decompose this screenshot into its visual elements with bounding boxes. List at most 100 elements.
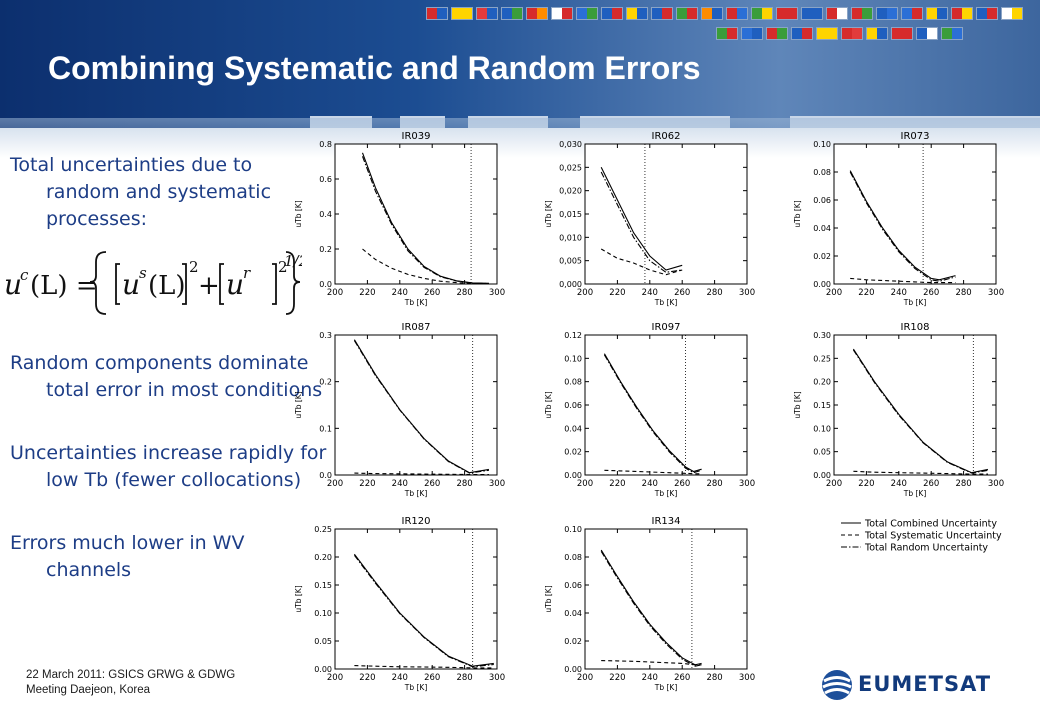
formula-square: 2: [189, 258, 199, 276]
plot-frame: [584, 528, 748, 670]
x-tick-label: 220: [609, 673, 625, 683]
x-tick-label: 220: [858, 288, 874, 298]
y-tick-label: 0,030: [559, 140, 582, 149]
y-tick-label: 0.06: [564, 401, 582, 410]
y-tick-label: 0.25: [813, 354, 831, 363]
series-line-solid: [849, 170, 956, 281]
charts-grid: IR039 200 220 240 260 280 300 0.0 0.2 0.4 0.6 0.8 Tb…: [294, 131, 1004, 692]
x-tick-label: 220: [609, 288, 625, 298]
chart-ir073: IR073 200 220 240 260 280 300 0.00 0.02 0.04 0.06 0…: [793, 131, 1004, 307]
chart-title: IR087: [402, 322, 431, 333]
x-tick-label: 240: [891, 288, 907, 298]
formula-exponent: 1/2: [284, 252, 302, 270]
formula-bracket: [115, 263, 120, 305]
formula-term1-sup: s: [139, 264, 147, 282]
x-axis-label: Tb [K]: [654, 683, 678, 692]
flag-icon: [876, 7, 898, 20]
series-line-dashdot: [600, 551, 702, 667]
plot-frame: [334, 528, 498, 670]
series-line-dashed: [850, 277, 956, 284]
x-tick-label: 260: [424, 288, 440, 298]
series-line-dashdot: [849, 171, 956, 282]
y-tick-label: 0.1: [319, 424, 332, 433]
x-tick-label: 280: [456, 673, 472, 683]
flags-strip: [426, 7, 1036, 43]
flag-icon: [741, 27, 763, 40]
series-line-dashed: [601, 660, 702, 666]
header-banner: Combining Systematic and Random Errors: [0, 0, 1040, 128]
x-tick-label: 260: [923, 479, 939, 489]
formula-plus: +: [198, 271, 220, 301]
x-axis-label: Tb [K]: [404, 489, 428, 498]
flag-icon: [726, 7, 748, 20]
flag-icon: [651, 7, 673, 20]
chart-ir062: IR062 200 220 240 260 280 300 0,000 0,005 0,010 0,…: [544, 131, 755, 307]
flag-icon: [526, 7, 548, 20]
x-axis-label: Tb [K]: [654, 489, 678, 498]
y-tick-label: 0.04: [564, 424, 582, 433]
y-tick-label: 0.00: [813, 280, 831, 289]
x-tick-label: 220: [359, 479, 375, 489]
flag-icon: [826, 7, 848, 20]
flag-icon: [476, 7, 498, 20]
flag-icon: [751, 7, 773, 20]
formula-term1: u: [122, 268, 140, 301]
y-tick-label: 0.10: [564, 354, 582, 363]
x-tick-label: 280: [955, 479, 971, 489]
legend-label: Total Combined Uncertainty: [864, 519, 997, 530]
y-tick-label: 0.15: [314, 581, 332, 590]
x-tick-label: 200: [577, 673, 593, 683]
plot-frame: [584, 143, 748, 285]
x-tick-label: 280: [456, 479, 472, 489]
x-axis-label: Tb [K]: [654, 298, 678, 307]
flag-icon: [626, 7, 648, 20]
x-tick-label: 200: [327, 288, 343, 298]
bullet-uncertainties-increase: Uncertainties increase rapidly for low T…: [10, 442, 327, 491]
y-tick-label: 0.8: [319, 140, 332, 149]
y-tick-label: 0.2: [319, 245, 332, 254]
y-tick-label: 0.0: [319, 280, 332, 289]
flag-icon: [766, 27, 788, 40]
y-tick-label: 0,020: [559, 187, 582, 196]
x-tick-label: 260: [424, 479, 440, 489]
x-tick-label: 220: [609, 479, 625, 489]
formula-bracket: [182, 263, 187, 305]
series-line-dashed: [362, 248, 489, 285]
y-tick-label: 0.20: [813, 378, 831, 387]
y-tick-label: 0.06: [813, 196, 831, 205]
y-tick-label: 0.10: [564, 525, 582, 534]
chart-title: IR120: [402, 516, 431, 527]
series-line-solid: [600, 167, 683, 271]
footer-meeting: Meeting Daejeon, Korea: [26, 684, 151, 696]
y-tick-label: 0.05: [314, 637, 332, 646]
flag-icon: [841, 27, 863, 40]
flag-icon: [501, 7, 523, 20]
x-tick-label: 240: [642, 479, 658, 489]
x-tick-label: 300: [739, 288, 755, 298]
y-tick-label: 0.4: [319, 210, 332, 219]
y-tick-label: 0,025: [559, 163, 582, 172]
x-axis-label: Tb [K]: [404, 683, 428, 692]
x-tick-label: 200: [577, 288, 593, 298]
x-tick-label: 280: [456, 288, 472, 298]
series-line-dashed: [600, 248, 683, 276]
x-tick-label: 280: [706, 479, 722, 489]
formula-term2-sup: r: [243, 264, 251, 282]
y-tick-label: 0.3: [319, 331, 332, 340]
series-line-solid: [603, 353, 702, 473]
y-tick-label: 0,010: [559, 233, 582, 242]
x-tick-label: 220: [359, 673, 375, 683]
plot-frame: [833, 143, 997, 285]
bullet-random-components: Random components dominate total error i…: [10, 352, 323, 401]
y-axis-label: uTb [K]: [544, 391, 553, 418]
y-axis-label: uTb [K]: [793, 391, 802, 418]
chart-title: IR108: [901, 322, 930, 333]
series-line-dashdot: [600, 171, 683, 273]
flag-icon: [451, 7, 473, 20]
plot-frame: [584, 334, 748, 476]
y-tick-label: 0,000: [559, 280, 582, 289]
x-tick-label: 200: [577, 479, 593, 489]
series-line-dashdot: [603, 354, 702, 474]
y-tick-label: 0.04: [813, 224, 831, 233]
formula-bracket: [272, 263, 277, 305]
